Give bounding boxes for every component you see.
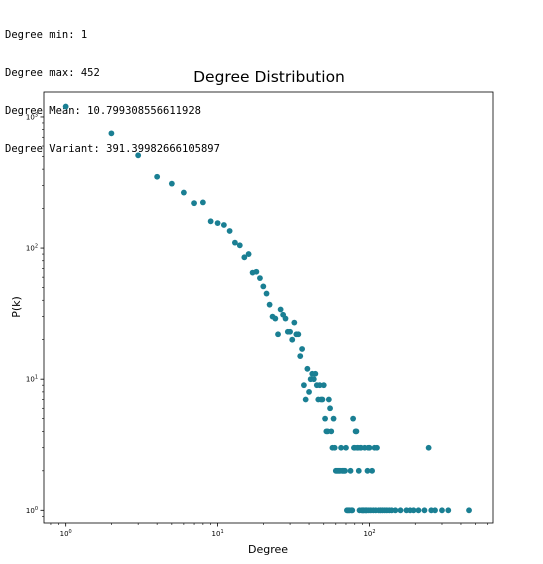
- data-point: [282, 315, 289, 322]
- x-axis-label: Degree: [248, 543, 288, 556]
- data-point: [347, 467, 354, 474]
- data-point: [397, 507, 404, 514]
- data-point: [343, 444, 349, 451]
- data-point: [306, 388, 312, 395]
- data-point: [199, 199, 206, 206]
- data-point: [364, 467, 371, 474]
- data-point: [232, 239, 238, 246]
- x-tick-label: 101: [212, 529, 224, 538]
- data-point: [168, 180, 175, 187]
- data-point: [253, 268, 260, 275]
- data-point: [277, 306, 284, 313]
- data-point: [320, 382, 327, 389]
- data-point: [331, 444, 338, 451]
- data-point: [297, 353, 304, 359]
- data-point: [316, 382, 323, 389]
- data-point: [236, 242, 243, 249]
- x-tick-label: 100: [60, 529, 72, 538]
- y-tick-label: 102: [26, 244, 38, 253]
- data-point: [425, 444, 432, 451]
- data-point: [207, 218, 214, 225]
- data-point: [289, 336, 296, 343]
- data-point: [272, 315, 279, 322]
- data-point: [410, 507, 417, 514]
- data-point: [220, 222, 227, 228]
- data-point: [319, 396, 326, 403]
- data-point: [415, 507, 422, 514]
- data-point: [266, 301, 273, 308]
- data-point: [260, 283, 267, 290]
- data-point: [304, 365, 311, 372]
- data-point: [62, 103, 69, 110]
- data-point: [302, 396, 309, 403]
- data-point: [263, 290, 270, 297]
- data-point: [214, 220, 221, 227]
- chart-title: Degree Distribution: [193, 68, 345, 86]
- data-point: [191, 200, 197, 207]
- degree-variant-line: Degree Variant: 391.39982666105897: [5, 142, 220, 155]
- data-point: [445, 507, 452, 514]
- data-point: [299, 346, 305, 352]
- data-point: [312, 370, 319, 377]
- y-tick-label: 103: [26, 112, 38, 121]
- data-point: [241, 254, 248, 261]
- data-point: [301, 382, 307, 389]
- y-tick-label: 101: [26, 375, 38, 384]
- data-point: [328, 428, 335, 435]
- data-point: [330, 415, 337, 422]
- data-point: [342, 467, 348, 474]
- data-point: [291, 319, 298, 326]
- data-point: [349, 507, 356, 514]
- data-point: [226, 228, 233, 234]
- data-point: [392, 507, 399, 514]
- data-point: [355, 467, 362, 474]
- y-tick-label: 100: [26, 506, 38, 515]
- data-point: [374, 444, 380, 451]
- y-axis-label: P(k): [10, 296, 23, 318]
- data-point: [432, 507, 438, 514]
- data-point: [325, 396, 332, 403]
- data-point: [287, 328, 293, 335]
- data-point: [466, 507, 472, 514]
- degree-max-line: Degree max: 452: [5, 66, 100, 79]
- cell-output-stats: Degree min: 1 Degree max: 452 Degree Mea…: [5, 4, 220, 168]
- plot-frame: [43, 91, 494, 524]
- data-points: [62, 103, 472, 514]
- data-point: [310, 376, 317, 383]
- data-point: [108, 130, 115, 137]
- data-point: [135, 152, 142, 159]
- data-point: [180, 189, 187, 196]
- axis-ticks: 100 101 102 100 101 102 103: [26, 112, 489, 538]
- data-point: [327, 405, 333, 412]
- data-point: [366, 444, 373, 451]
- data-point: [353, 428, 360, 435]
- degree-min-line: Degree min: 1: [5, 29, 88, 42]
- data-point: [245, 251, 252, 257]
- data-point: [295, 331, 302, 338]
- data-point: [275, 331, 281, 338]
- data-point: [439, 507, 445, 514]
- data-point: [421, 507, 428, 514]
- data-point: [369, 467, 375, 474]
- data-point: [350, 415, 357, 422]
- degree-mean-line: Degree Mean: 10.799308556611928: [5, 104, 201, 117]
- data-point: [257, 275, 263, 282]
- data-point: [338, 444, 344, 451]
- data-point: [322, 415, 328, 422]
- data-point: [154, 173, 161, 180]
- x-tick-label: 102: [363, 529, 375, 538]
